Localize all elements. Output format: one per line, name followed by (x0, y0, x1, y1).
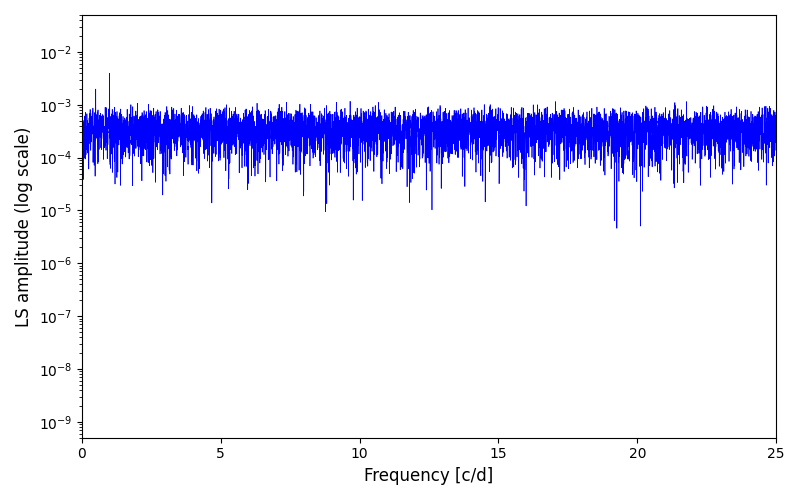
Y-axis label: LS amplitude (log scale): LS amplitude (log scale) (15, 126, 33, 326)
X-axis label: Frequency [c/d]: Frequency [c/d] (364, 467, 494, 485)
